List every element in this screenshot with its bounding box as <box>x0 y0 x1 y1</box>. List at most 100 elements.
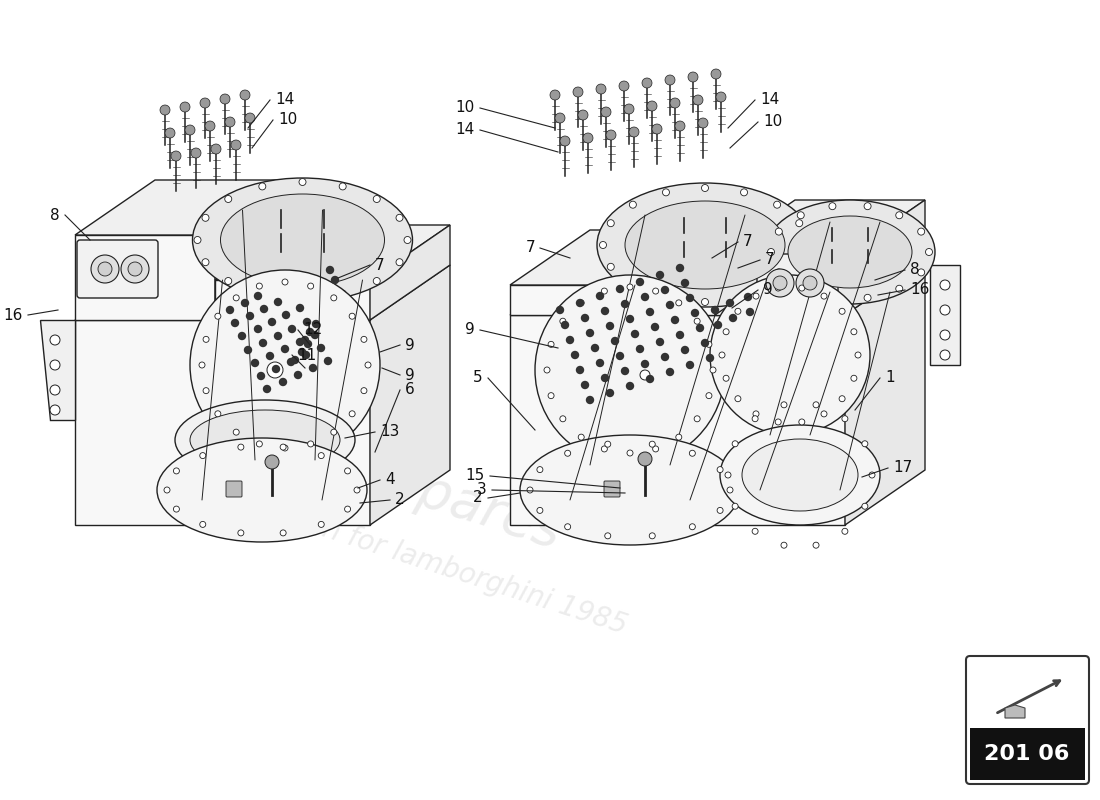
Circle shape <box>205 121 214 131</box>
Circle shape <box>799 285 805 291</box>
Circle shape <box>242 299 249 306</box>
Circle shape <box>698 118 708 128</box>
Text: 4: 4 <box>385 473 395 487</box>
Text: 11: 11 <box>297 347 317 362</box>
Circle shape <box>548 342 554 347</box>
Circle shape <box>725 472 732 478</box>
Circle shape <box>299 294 306 302</box>
Circle shape <box>813 542 820 548</box>
Text: 16: 16 <box>3 307 23 322</box>
FancyBboxPatch shape <box>970 728 1085 780</box>
Circle shape <box>527 487 534 493</box>
Circle shape <box>706 354 714 362</box>
Polygon shape <box>40 320 75 420</box>
Text: 201 06: 201 06 <box>984 744 1069 764</box>
Circle shape <box>238 444 244 450</box>
Text: 9: 9 <box>763 282 772 298</box>
Circle shape <box>202 258 209 266</box>
Text: 2: 2 <box>395 493 405 507</box>
Polygon shape <box>510 260 925 315</box>
Circle shape <box>776 228 782 235</box>
Circle shape <box>726 299 734 306</box>
Circle shape <box>170 151 182 161</box>
Text: 8: 8 <box>51 207 60 222</box>
Circle shape <box>282 445 288 451</box>
Text: 14: 14 <box>760 93 779 107</box>
Circle shape <box>821 411 827 417</box>
Text: 2: 2 <box>473 490 483 506</box>
Text: 14: 14 <box>275 93 295 107</box>
Circle shape <box>288 326 296 333</box>
Circle shape <box>231 140 241 150</box>
Circle shape <box>373 195 381 202</box>
Circle shape <box>839 308 845 314</box>
Ellipse shape <box>788 216 912 288</box>
Circle shape <box>344 468 351 474</box>
Text: 7: 7 <box>742 234 752 250</box>
Circle shape <box>940 305 950 315</box>
Circle shape <box>282 346 288 353</box>
FancyBboxPatch shape <box>966 656 1089 784</box>
Circle shape <box>305 341 311 347</box>
Circle shape <box>735 396 741 402</box>
Circle shape <box>560 416 565 422</box>
Circle shape <box>578 110 588 120</box>
Circle shape <box>711 69 720 79</box>
Circle shape <box>576 366 583 374</box>
Circle shape <box>280 444 286 450</box>
Circle shape <box>318 522 324 527</box>
Circle shape <box>579 300 584 306</box>
Circle shape <box>302 351 309 358</box>
Circle shape <box>706 342 712 347</box>
Circle shape <box>331 429 337 435</box>
Circle shape <box>676 331 683 338</box>
Circle shape <box>550 90 560 100</box>
Circle shape <box>561 322 569 329</box>
Circle shape <box>799 419 805 425</box>
Circle shape <box>582 314 588 322</box>
Text: 9: 9 <box>405 338 415 353</box>
Circle shape <box>940 330 950 340</box>
Text: 6: 6 <box>405 382 415 398</box>
Circle shape <box>309 365 317 371</box>
Circle shape <box>174 468 179 474</box>
Circle shape <box>344 506 351 512</box>
FancyBboxPatch shape <box>604 481 620 497</box>
Circle shape <box>331 277 339 283</box>
Polygon shape <box>715 200 925 255</box>
Circle shape <box>573 87 583 97</box>
Circle shape <box>829 202 836 210</box>
Circle shape <box>185 125 195 135</box>
Circle shape <box>586 397 594 403</box>
Circle shape <box>592 345 598 351</box>
Circle shape <box>851 375 857 382</box>
Circle shape <box>331 295 337 301</box>
Circle shape <box>716 92 726 102</box>
Circle shape <box>606 322 614 330</box>
Polygon shape <box>370 265 450 525</box>
Circle shape <box>616 286 624 293</box>
Circle shape <box>652 446 659 452</box>
Circle shape <box>821 293 827 299</box>
Circle shape <box>299 178 306 186</box>
Text: 12: 12 <box>302 322 322 338</box>
Circle shape <box>596 359 604 366</box>
Circle shape <box>307 329 314 335</box>
Circle shape <box>245 113 255 123</box>
Text: 7: 7 <box>375 258 385 273</box>
Circle shape <box>682 279 689 286</box>
Polygon shape <box>510 230 795 285</box>
Circle shape <box>662 189 670 196</box>
Circle shape <box>260 339 266 346</box>
Circle shape <box>649 441 656 447</box>
Circle shape <box>244 346 252 354</box>
Circle shape <box>602 288 607 294</box>
Circle shape <box>842 416 848 422</box>
Ellipse shape <box>710 275 870 435</box>
Circle shape <box>233 429 239 435</box>
Circle shape <box>557 306 563 314</box>
Circle shape <box>174 506 179 512</box>
Circle shape <box>98 262 112 276</box>
Circle shape <box>365 362 371 368</box>
Polygon shape <box>370 225 450 320</box>
